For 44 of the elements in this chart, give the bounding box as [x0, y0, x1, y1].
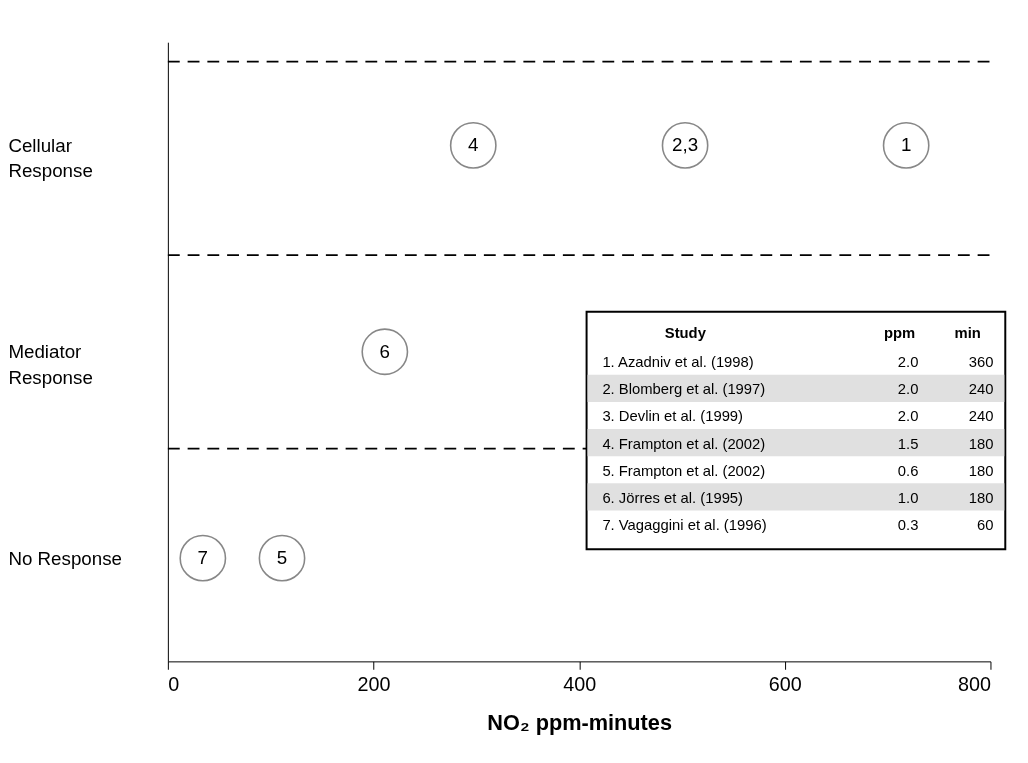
annotation: 5: [276, 547, 288, 569]
annotation: ppm: [884, 325, 916, 342]
point: [361, 328, 409, 376]
annotation: 1. Azadniv et al. (1998): [602, 354, 754, 371]
annotation: 3. Devlin et al. (1999): [602, 408, 744, 425]
annotation: 7. Vagaggini et al. (1996): [602, 517, 767, 534]
annotation: 4: [468, 134, 479, 156]
point: [449, 122, 497, 169]
annotation: Study: [664, 325, 707, 342]
x-tick-label: 600: [768, 673, 802, 696]
annotation: 180: [968, 435, 994, 452]
annotation: 2.0: [897, 408, 919, 425]
annotation: 360: [968, 354, 994, 371]
annotation: 6. Jörres et al. (1995): [602, 489, 744, 506]
annotation: 180: [968, 462, 994, 479]
annotation: 5. Frampton et al. (2002): [602, 462, 766, 479]
annotation: min: [954, 325, 981, 342]
y-tick-label: No Response: [8, 547, 122, 569]
point: [882, 122, 930, 169]
annotation: 2.0: [897, 381, 919, 398]
annotation: 240: [968, 381, 994, 398]
annotation: 2.0: [897, 354, 919, 371]
point: [258, 534, 306, 582]
annotation: 6: [379, 340, 391, 362]
y-tick-label: Cellular Response: [8, 134, 93, 182]
x-tick-label: 400: [563, 673, 597, 696]
x-axis-title: NO₂ ppm-minutes: [487, 710, 672, 735]
point: [179, 534, 227, 582]
annotation: 0.6: [897, 462, 919, 479]
annotation: 1: [900, 134, 912, 156]
x-tick-label: 800: [958, 673, 991, 696]
annotation: 0.3: [897, 517, 919, 534]
annotation: 60: [976, 517, 994, 534]
y-tick-label: Mediator Response: [8, 341, 93, 388]
annotation: 1.5: [897, 435, 919, 452]
annotation: 240: [968, 408, 994, 425]
annotation: 1.0: [897, 489, 919, 506]
annotation: 2,3: [672, 134, 699, 156]
x-tick-label: 0: [168, 673, 180, 696]
annotation: 180: [968, 489, 994, 506]
x-tick-label: 200: [357, 673, 391, 696]
annotation: 2. Blomberg et al. (1997): [602, 381, 766, 398]
annotation: 4. Frampton et al. (2002): [602, 435, 766, 452]
annotation: 7: [197, 547, 209, 569]
